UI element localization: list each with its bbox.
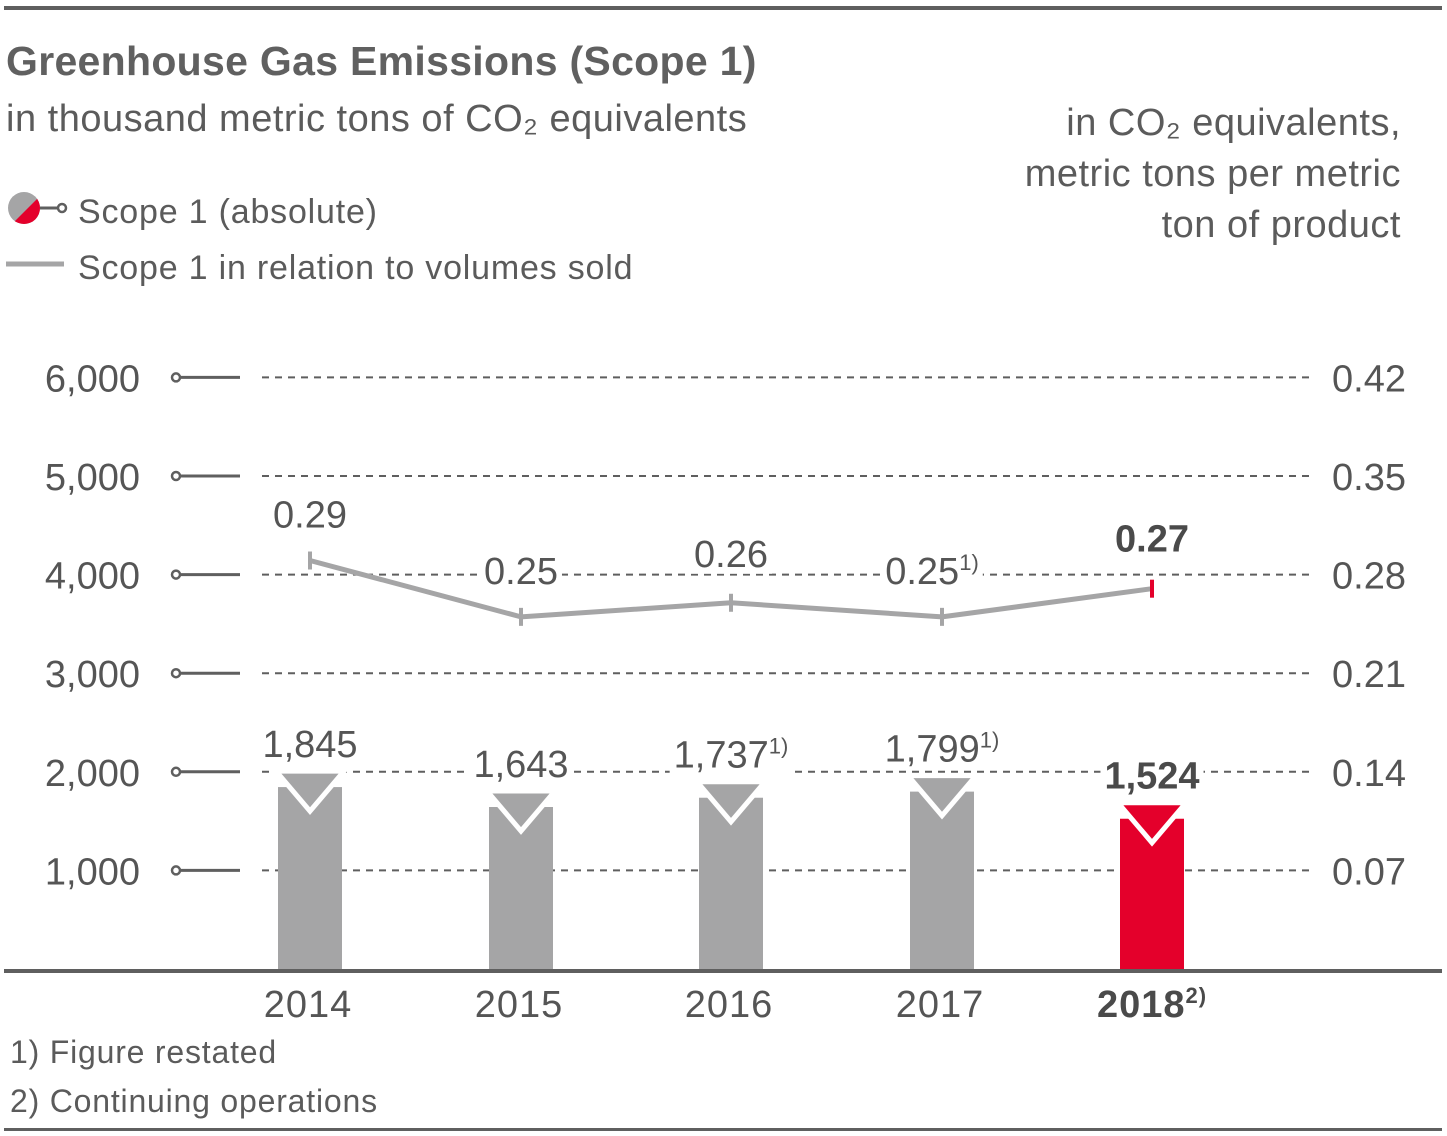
line-value-label: 0.27 xyxy=(1115,519,1189,561)
left-axis-tick-dot xyxy=(170,766,182,778)
right-axis-tick-label: 0.28 xyxy=(1332,556,1406,598)
left-axis-tick-label: 3,000 xyxy=(45,654,140,696)
right-axis-tick-label: 0.07 xyxy=(1332,851,1406,893)
emissions-chart: 1,000 0.07 2,000 0.14 3,000 0.21 4,000 0.28 5,00… xyxy=(4,358,1442,1026)
bar-marker xyxy=(481,788,561,835)
bar xyxy=(910,791,974,969)
left-axis-tick-label: 2,000 xyxy=(45,753,140,795)
label-background xyxy=(1111,522,1193,559)
legend-item-line: Scope 1 in relation to volumes sold xyxy=(6,246,633,291)
bar-marker xyxy=(691,779,771,826)
bar xyxy=(699,797,763,969)
x-axis-tick-label: 20182) xyxy=(1097,983,1207,1026)
bar xyxy=(278,787,342,969)
chart-subtitle: in thousand metric tons of CO₂ equivalen… xyxy=(6,98,748,140)
right-axis-tick-label: 0.42 xyxy=(1332,358,1406,400)
legend-label-bars: Scope 1 (absolute) xyxy=(78,193,378,231)
left-axis-tick-dot xyxy=(170,470,182,482)
line-value-label: 0.251) xyxy=(885,550,979,593)
right-axis-tick-label: 0.14 xyxy=(1332,753,1406,795)
line-value-label: 0.25 xyxy=(484,551,558,593)
x-axis-tick-label: 2016 xyxy=(685,984,774,1026)
left-axis-tick-label: 6,000 xyxy=(45,358,140,400)
x-axis-tick-label: 2015 xyxy=(475,984,564,1026)
x-axis-tick-label: 2017 xyxy=(896,984,985,1026)
bottom-rule xyxy=(4,1128,1442,1131)
label-background xyxy=(690,537,772,574)
right-axis-unit-line1: in CO₂ equivalents, xyxy=(1066,102,1401,144)
right-axis-tick-label: 0.21 xyxy=(1332,654,1406,696)
left-axis-tick-dot xyxy=(170,569,182,580)
footnote-restated: 1) Figure restated xyxy=(10,1034,277,1070)
scope1-absolute-legend-icon xyxy=(6,190,70,235)
label-background xyxy=(469,748,573,785)
scope1-relative-legend-icon xyxy=(6,246,70,291)
bar-value-label: 1,524 xyxy=(1104,756,1199,798)
legend-label-line: Scope 1 in relation to volumes sold xyxy=(78,249,634,287)
line-value-label: 0.26 xyxy=(694,534,768,576)
legend-item-bars: Scope 1 (absolute) xyxy=(6,190,378,235)
bar-marker xyxy=(270,768,350,815)
right-axis-unit-line2: metric tons per metric xyxy=(1024,153,1401,195)
top-rule xyxy=(4,6,1442,10)
left-axis-tick-label: 1,000 xyxy=(45,851,140,893)
left-axis-tick-label: 5,000 xyxy=(45,457,140,499)
label-background xyxy=(480,554,562,591)
x-axis-tick-label: 2014 xyxy=(264,984,353,1026)
label-background xyxy=(258,728,362,765)
bar-value-label: 1,845 xyxy=(262,724,357,766)
bar-marker xyxy=(1112,800,1192,847)
left-axis-tick-dot xyxy=(170,865,182,876)
bar-marker xyxy=(902,773,982,820)
left-axis-tick-dot xyxy=(170,667,182,679)
line-value-label: 0.29 xyxy=(273,495,347,537)
left-axis-tick-dot xyxy=(170,372,182,383)
left-axis-tick-label: 4,000 xyxy=(45,556,140,598)
right-axis-unit: in CO₂ equivalents, metric tons per metr… xyxy=(961,98,1401,251)
chart-title: Greenhouse Gas Emissions (Scope 1) xyxy=(6,38,757,84)
label-background xyxy=(669,737,793,775)
bar-value-label: 1,643 xyxy=(473,744,568,786)
right-axis-tick-label: 0.35 xyxy=(1332,457,1406,499)
bar-value-label: 1,7371) xyxy=(674,734,789,777)
label-background xyxy=(1100,759,1204,796)
right-axis-unit-line3: ton of product xyxy=(1161,204,1401,246)
label-background xyxy=(880,731,1004,769)
label-background xyxy=(269,498,351,535)
label-background xyxy=(881,553,983,591)
footnote-continuing: 2) Continuing operations xyxy=(10,1083,378,1119)
